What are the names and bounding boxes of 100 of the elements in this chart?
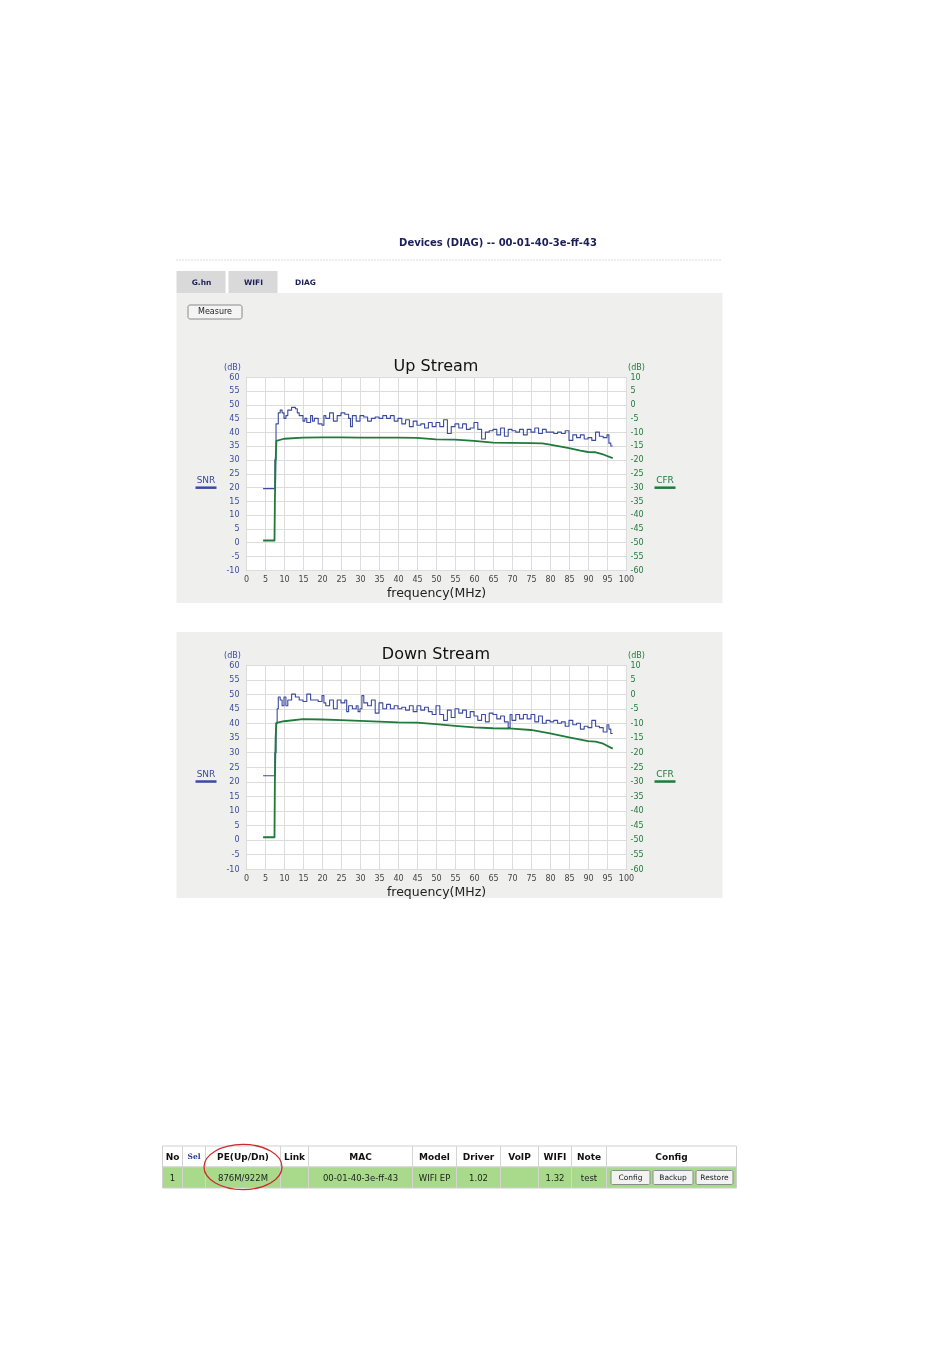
x-tick-label: 25 [336,574,347,584]
y-tick-label: 35 [229,733,240,743]
y2-axis-title: (dB) [628,362,645,372]
category-label: Note [576,1151,602,1162]
y-tick-label: 60 [229,372,240,382]
x-tick-label: 75 [526,873,537,883]
x-tick-label: 15 [298,873,309,883]
x-tick-label: 80 [545,873,556,883]
x-tick-label: 20 [317,873,328,883]
x-tick-label: 30 [355,574,366,584]
y-tick-label: 0 [234,835,240,845]
x-tick-label: 5 [262,873,269,883]
y-tick-label: -10 [226,565,240,575]
y-tick-label: 35 [229,441,240,451]
y2-tick-label: -30 [630,482,644,492]
y2-tick-label: -55 [630,551,644,561]
category-label: MAC [349,1151,373,1162]
y-tick-label: 60 [229,660,240,670]
y-tick-label: 5 [234,820,240,830]
x-axis-title: frequency(MHz) [386,883,487,899]
chart-title: Up Stream [393,356,479,375]
y2-tick-label: -10 [630,427,644,437]
text: 00-01-40-3e-ff-43 [322,1173,399,1183]
y2-tick-label: -10 [630,718,644,728]
y2-axis-title: (dB) [628,650,645,660]
text: SNR [196,474,216,485]
category-label: Config [655,1151,688,1162]
y-tick-label: 30 [229,455,240,465]
x-axis-title: frequency(MHz) [386,584,487,600]
y-tick-label: -5 [231,551,240,561]
y2-tick-label: -30 [630,777,644,787]
x-tick-label: 95 [602,574,613,584]
y-tick-label: 50 [229,400,240,410]
x-tick-label: 80 [545,574,556,584]
x-tick-label: 55 [450,574,461,584]
y2-tick-label: -20 [630,747,644,757]
y-tick-label: 5 [234,524,240,534]
line-series [262,436,614,542]
y2-tick-label: -60 [630,864,644,874]
x-tick-label: 10 [279,873,290,883]
text: CFR [656,768,674,779]
y-tick-label: 30 [229,747,240,757]
x-tick-label: 55 [450,873,461,883]
y-tick-label: 55 [229,386,240,396]
x-tick-label: 35 [374,873,385,883]
x-tick-label: 40 [393,873,404,883]
x-tick-label: 5 [262,574,269,584]
x-tick-label: 65 [488,574,499,584]
y2-tick-label: 5 [630,386,636,396]
y2-tick-label: -15 [630,441,644,451]
y2-tick-label: 0 [630,689,636,699]
y-tick-label: 40 [229,718,240,728]
x-tick-label: 40 [393,574,404,584]
y-tick-label: -5 [231,849,240,859]
text: 1.32 [545,1173,565,1183]
y-tick-label: 10 [229,510,240,520]
chart-title: Down Stream [381,644,491,663]
x-tick-label: 90 [583,574,594,584]
x-tick-label: 90 [583,873,594,883]
y2-tick-label: -40 [630,510,644,520]
y2-tick-label: -50 [630,835,644,845]
y-tick-label: 55 [229,675,240,685]
y2-tick-label: -20 [630,455,644,465]
y2-tick-label: -50 [630,537,644,547]
text: CFR [656,474,674,485]
category-label: Model [419,1151,450,1162]
text: WIFI EP [418,1173,451,1183]
text: Measure [198,307,233,317]
y2-tick-label: 10 [630,660,641,670]
text: 1.02 [469,1173,488,1183]
y2-tick-label: -5 [630,704,639,714]
y2-tick-label: -25 [630,762,644,772]
y2-tick-label: 0 [630,400,636,410]
y-tick-label: 45 [229,704,240,714]
y2-tick-label: -40 [630,806,644,816]
y-tick-label: 40 [229,427,240,437]
x-tick-label: 45 [412,574,423,584]
x-tick-label: 0 [243,873,250,883]
x-tick-label: 25 [336,873,347,883]
y2-tick-label: -55 [630,849,644,859]
category-label: Driver [462,1151,495,1162]
y-tick-label: 45 [229,413,240,423]
y-tick-label: 15 [229,791,240,801]
x-tick-label: 85 [564,574,575,584]
x-tick-label: 65 [488,873,499,883]
x-tick-label: 60 [469,574,480,584]
y2-tick-label: -5 [630,413,639,423]
y-tick-label: 15 [229,496,240,506]
x-tick-label: 0 [243,574,250,584]
text: test [580,1173,598,1183]
x-tick-label: 45 [412,873,423,883]
category-label: Link [283,1151,307,1162]
text: 1 [169,1173,176,1183]
y-tick-label: 20 [229,777,240,787]
line-series [262,718,614,839]
y2-tick-label: -35 [630,791,644,801]
x-tick-label: 10 [279,574,290,584]
x-tick-label: 30 [355,873,366,883]
y-tick-label: 25 [229,469,240,478]
x-tick-label: 50 [431,873,442,883]
